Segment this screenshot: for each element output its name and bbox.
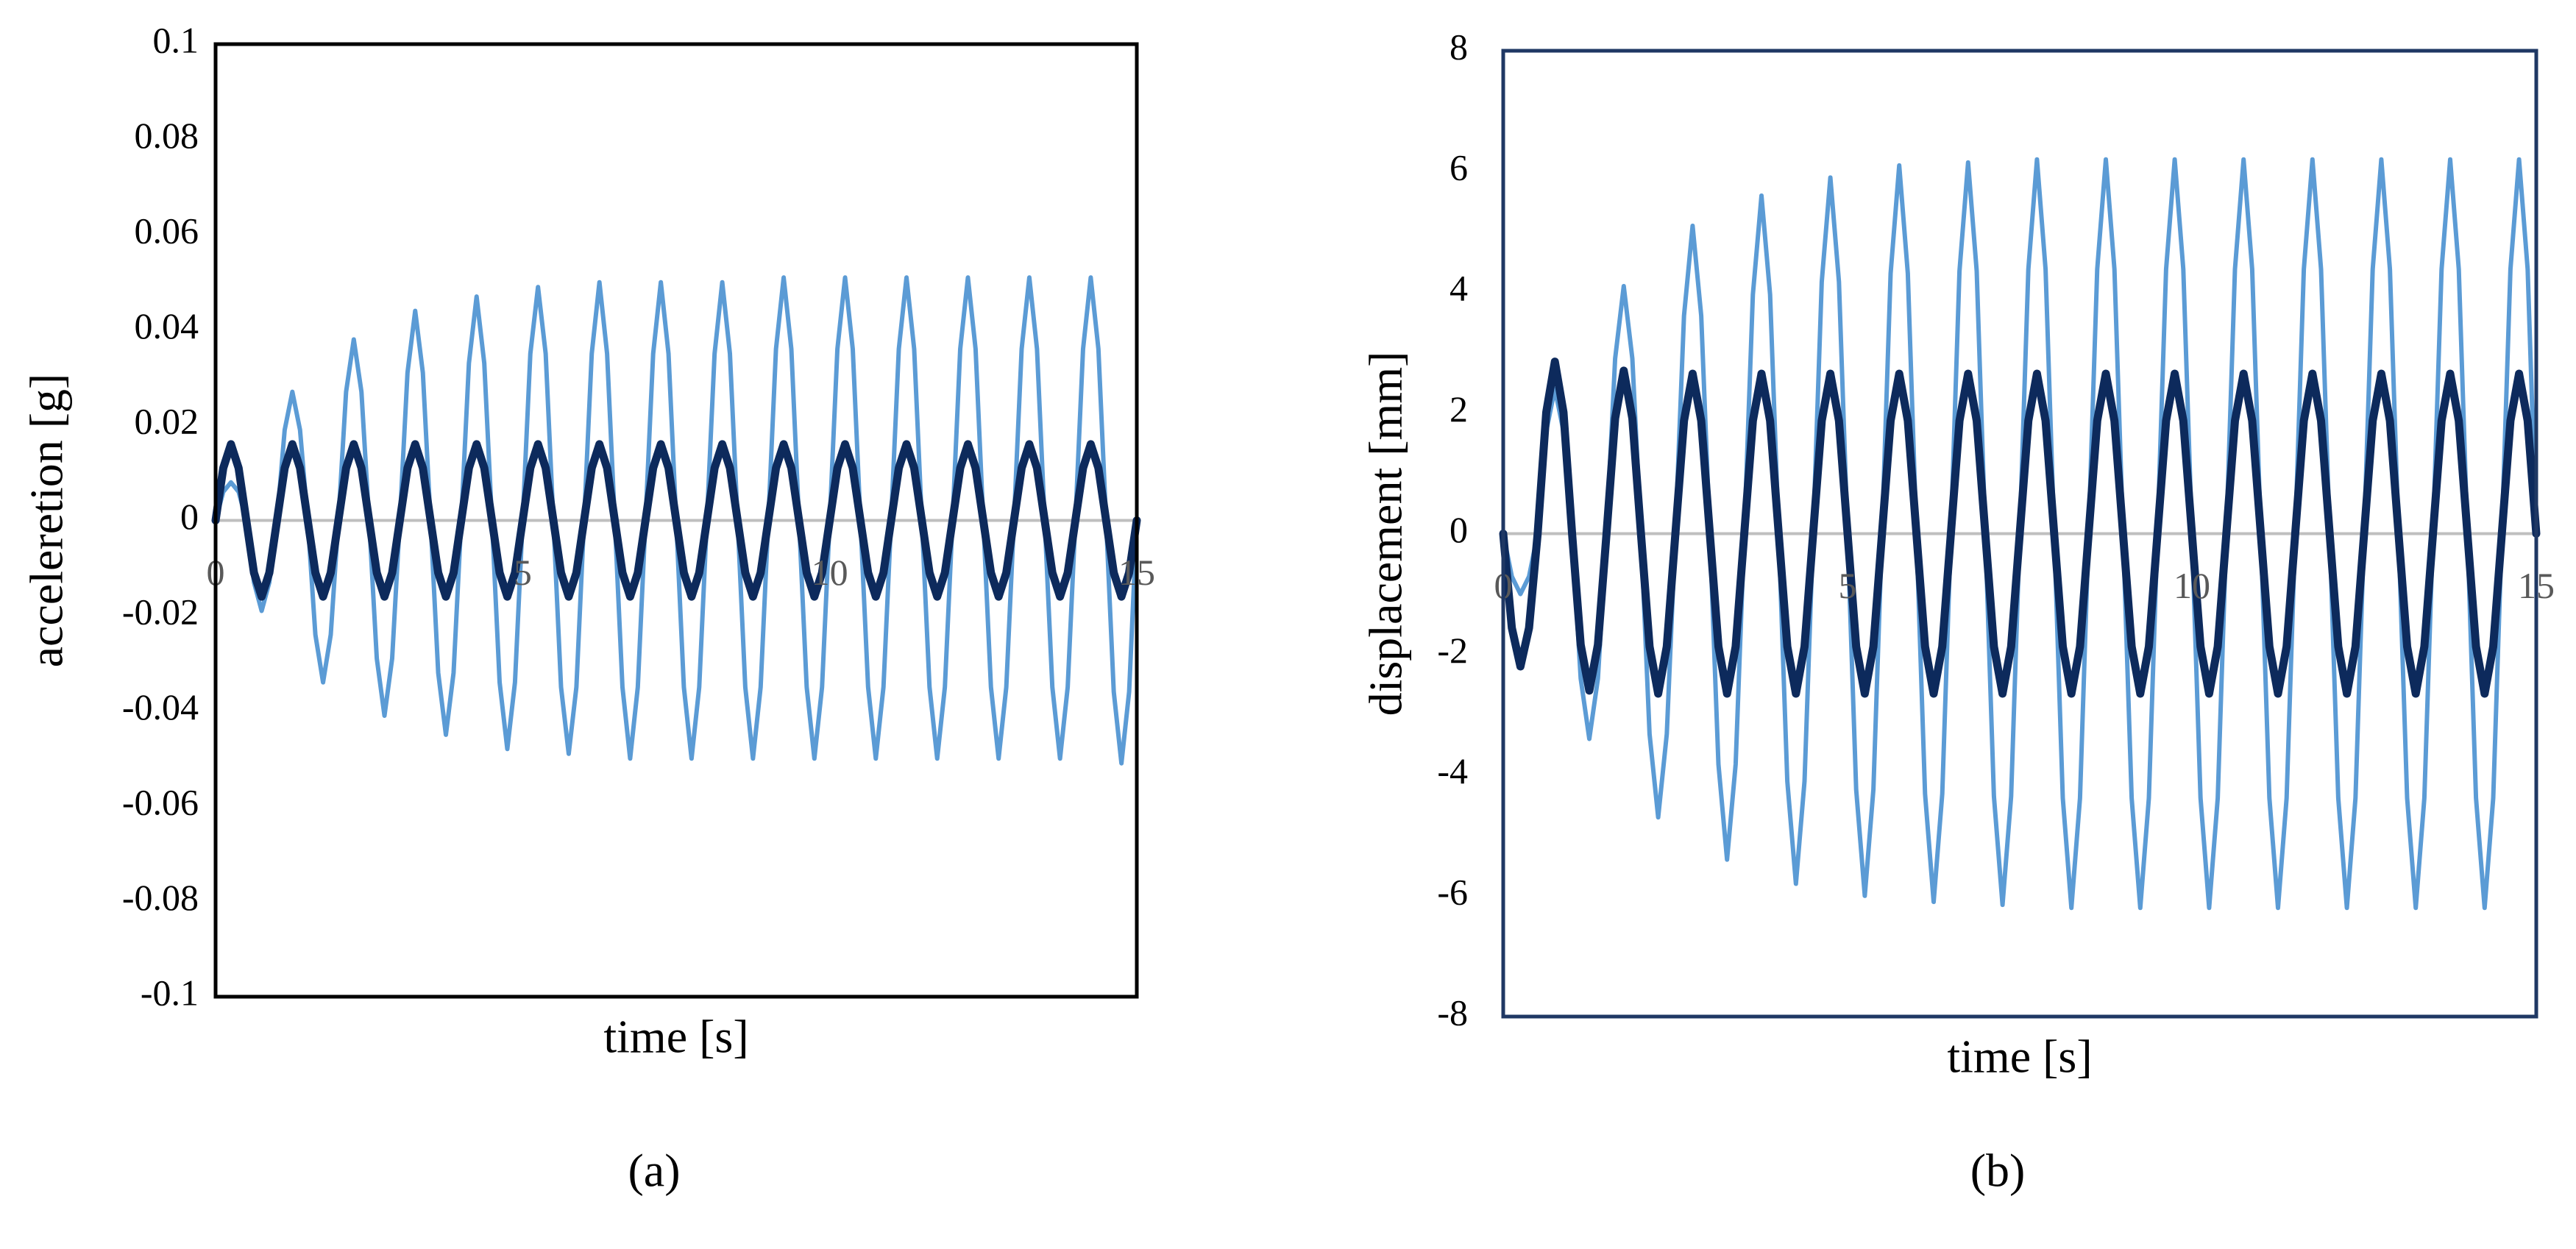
x-tick-label: 10 [812,552,848,593]
x-tick-label: 5 [1839,565,1857,606]
y-tick-label: 0.1 [153,19,199,60]
x-axis-title: time [s] [1947,1031,2092,1083]
y-axis-title: acceleretion [g] [21,374,73,668]
y-tick-label: 0.02 [135,400,199,441]
caption: (a) [628,1145,680,1197]
series-line [1499,357,2541,698]
x-tick-label: 10 [2174,565,2210,606]
y-tick-label: 0 [1450,509,1468,550]
y-tick-label: -6 [1437,871,1468,912]
caption: (b) [1970,1145,2026,1197]
y-tick-label: 4 [1450,268,1468,309]
y-tick-label: -8 [1437,992,1468,1033]
y-tick-label: -0.04 [122,686,199,727]
y-axis-title: displacement [mm] [1360,352,1412,716]
y-tick-label: -0.08 [122,877,199,918]
x-axis-title: time [s] [603,1011,748,1063]
y-tick-label: 6 [1450,147,1468,188]
y-tick-label: 2 [1450,388,1468,430]
y-tick-label: 0 [180,496,199,537]
series-line [211,440,1141,601]
y-tick-label: 0.04 [135,305,199,346]
plot-frame [1501,49,2538,1019]
y-tick-label: -0.02 [122,591,199,632]
y-tick-label: -0.06 [122,781,199,822]
y-tick-label: 0.08 [135,115,199,156]
y-tick-label: -2 [1437,630,1468,671]
y-tick-label: 8 [1450,26,1468,67]
y-tick-label: -0.1 [141,972,199,1013]
x-tick-label: 5 [514,552,532,593]
plot-frame [213,42,1139,999]
y-tick-label: 0.06 [135,210,199,251]
y-tick-label: -4 [1437,750,1468,791]
